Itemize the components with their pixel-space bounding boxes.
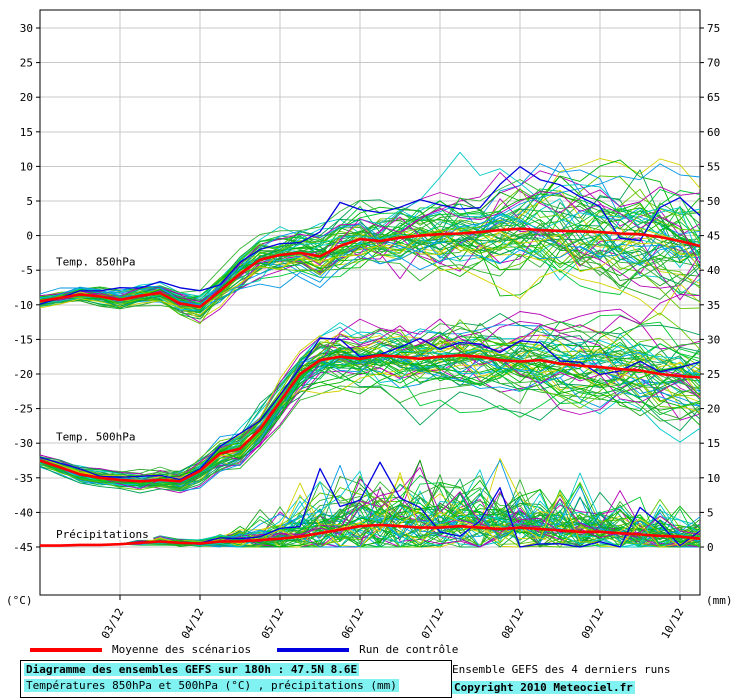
chart-info-box: Diagramme des ensembles GEFS sur 180h : … <box>20 660 452 698</box>
mean-lines <box>39 227 701 547</box>
ensemble-chart: 302520151050-5-10-15-20-25-30-35-40-45(°… <box>6 9 733 640</box>
svg-text:65: 65 <box>707 91 720 104</box>
svg-text:(°C): (°C) <box>6 594 33 607</box>
date-axis: 03/12 04/12 05/12 06/12 07/12 08/12 09/12 10/12 <box>99 595 687 640</box>
svg-text:55: 55 <box>707 160 720 173</box>
runs-info: Ensemble GEFS des 4 derniers runs <box>452 663 671 676</box>
band-labels: Temp. 850hPa Temp. 500hPa Précipitations <box>54 254 154 541</box>
plot-frame <box>39 9 701 596</box>
svg-text:08/12: 08/12 <box>499 606 527 640</box>
copyright: Copyright 2010 Meteociel.fr <box>452 681 635 694</box>
svg-text:-45: -45 <box>13 541 33 554</box>
svg-text:50: 50 <box>707 195 720 208</box>
svg-text:03/12: 03/12 <box>99 606 127 640</box>
svg-text:-10: -10 <box>13 299 33 312</box>
left-axis-labels: 30 25 20 15 10 5 0 -5 -10 -15 -20 -25 -30 -35 -40 -45 (°… <box>6 22 40 607</box>
svg-text:05/12: 05/12 <box>259 606 287 640</box>
svg-text:60: 60 <box>707 126 720 139</box>
svg-text:20: 20 <box>20 91 33 104</box>
ensemble-members-500hpa <box>39 294 701 494</box>
svg-text:15: 15 <box>707 437 720 450</box>
legend-mean-label: Moyenne des scénarios <box>112 643 252 656</box>
chart-legend: Moyenne des scénarios Run de contrôle <box>30 643 484 656</box>
svg-text:Temp. 850hPa: Temp. 850hPa <box>56 255 135 268</box>
svg-text:25: 25 <box>20 57 33 70</box>
svg-text:35: 35 <box>707 299 720 312</box>
svg-text:75: 75 <box>707 22 720 35</box>
svg-text:-35: -35 <box>13 472 33 485</box>
svg-text:(mm): (mm) <box>706 594 733 607</box>
legend-item-mean: Moyenne des scénarios <box>30 643 251 656</box>
svg-text:10/12: 10/12 <box>659 606 687 640</box>
svg-text:-15: -15 <box>13 333 33 346</box>
svg-text:30: 30 <box>707 333 720 346</box>
svg-text:06/12: 06/12 <box>339 606 367 640</box>
svg-text:25: 25 <box>707 368 720 381</box>
svg-text:0: 0 <box>26 230 33 243</box>
svg-text:09/12: 09/12 <box>579 606 607 640</box>
svg-text:45: 45 <box>707 230 720 243</box>
ensemble-members-850hpa <box>39 151 701 325</box>
legend-item-control: Run de contrôle <box>277 643 458 656</box>
svg-text:0: 0 <box>707 541 714 554</box>
footer-right: Ensemble GEFS des 4 derniers runs Copyri… <box>452 663 671 694</box>
svg-text:-25: -25 <box>13 403 33 416</box>
svg-text:Temp. 500hPa: Temp. 500hPa <box>56 430 135 443</box>
svg-text:-20: -20 <box>13 368 33 381</box>
chart-subtitle: Températures 850hPa et 500hPa (°C) , pré… <box>24 679 399 692</box>
svg-text:10: 10 <box>20 160 33 173</box>
svg-text:70: 70 <box>707 57 720 70</box>
svg-text:30: 30 <box>20 22 33 35</box>
svg-text:-40: -40 <box>13 506 33 519</box>
svg-text:20: 20 <box>707 403 720 416</box>
svg-text:40: 40 <box>707 264 720 277</box>
chart-title: Diagramme des ensembles GEFS sur 180h : … <box>24 663 360 676</box>
svg-text:5: 5 <box>26 195 33 208</box>
svg-text:04/12: 04/12 <box>179 606 207 640</box>
svg-text:5: 5 <box>707 506 714 519</box>
svg-text:Précipitations: Précipitations <box>56 528 149 541</box>
grid-lines <box>40 10 700 595</box>
svg-text:07/12: 07/12 <box>419 606 447 640</box>
svg-text:15: 15 <box>20 126 33 139</box>
svg-text:10: 10 <box>707 472 720 485</box>
svg-text:-5: -5 <box>20 264 33 277</box>
legend-control-label: Run de contrôle <box>359 643 459 656</box>
mean-line-swatch <box>30 647 102 652</box>
control-line-swatch <box>277 647 350 652</box>
svg-text:-30: -30 <box>13 437 33 450</box>
